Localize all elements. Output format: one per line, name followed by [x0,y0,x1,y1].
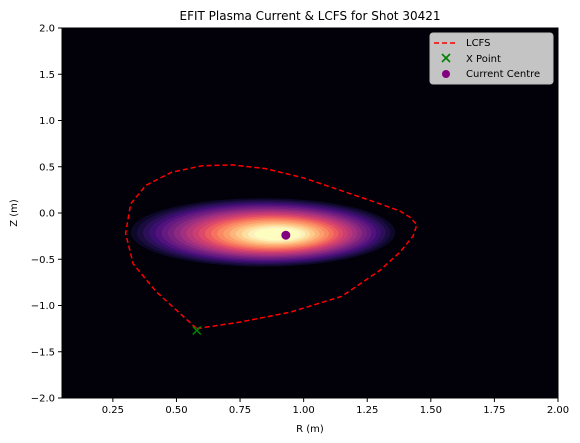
y-tick-label: 0.0 [39,209,55,220]
y-tick-label: −1.5 [31,347,55,358]
markers-layer [192,230,291,336]
legend-current-centre-swatch [442,70,450,78]
y-tick-label: 0.5 [39,162,55,173]
legend-box [429,32,554,85]
x-tick-label: 1.50 [420,405,442,416]
chart-title: EFIT Plasma Current & LCFS for Shot 3042… [179,9,440,23]
x-tick-label: 1.00 [293,405,315,416]
legend-lcfs-label: LCFS [466,38,490,49]
x-tick-label: 1.75 [483,405,505,416]
lcfs-layer [124,164,418,330]
y-tick-label: −2.0 [31,394,55,405]
x-point-marker [192,325,202,336]
y-axis-ticks: 2.0 1.5 1.0 0.5 0.0 −0.5 −1.0 −1.5 −2.0 [31,24,62,405]
current-centre-marker [281,230,291,240]
x-axis-ticks: 0.25 0.50 0.75 1.00 1.25 1.50 1.75 2.00 [102,398,569,416]
legend: LCFS X Point Current Centre [429,32,554,85]
y-tick-label: 1.0 [39,116,55,127]
y-tick-label: −0.5 [31,255,55,266]
legend-xpoint-swatch [441,53,451,63]
legend-current-centre-label: Current Centre [466,69,540,80]
lcfs-line [124,164,418,330]
x-tick-label: 1.25 [356,405,378,416]
y-tick-label: 2.0 [39,24,55,35]
x-tick-label: 0.25 [102,405,124,416]
current-contour-level [254,228,301,241]
y-tick-label: 1.5 [39,70,55,81]
current-contours [130,198,396,267]
x-tick-label: 0.50 [165,405,187,416]
x-axis-label: R (m) [296,424,324,435]
x-tick-label: 2.00 [547,405,569,416]
y-axis-label: Z (m) [9,199,20,227]
y-tick-label: −1.0 [31,301,55,312]
x-tick-label: 0.75 [229,405,251,416]
legend-xpoint-label: X Point [466,54,501,65]
